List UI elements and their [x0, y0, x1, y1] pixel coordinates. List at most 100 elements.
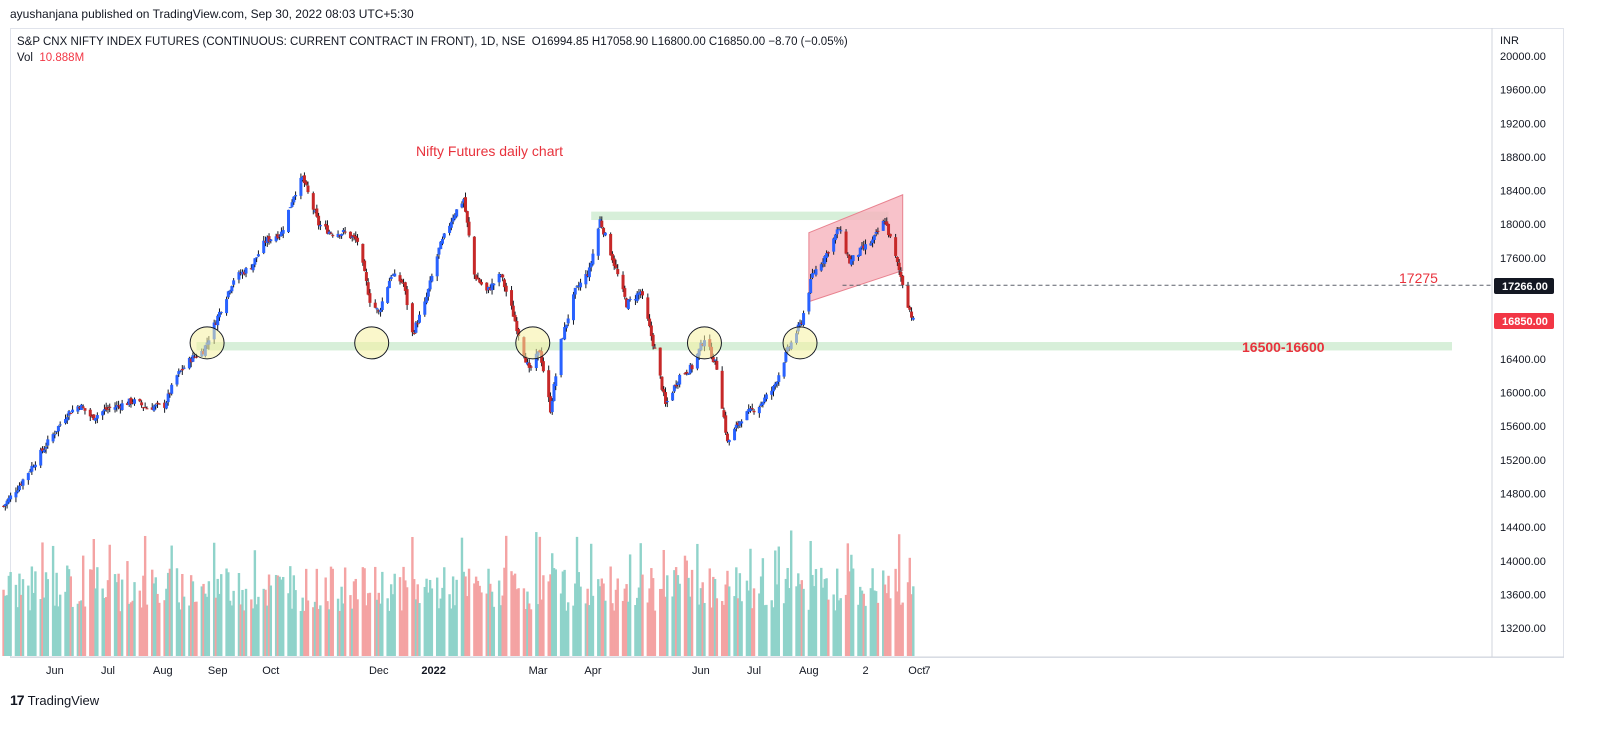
candle-body — [547, 370, 551, 398]
volume-bar — [253, 550, 257, 656]
candle-body — [662, 389, 666, 393]
candle-body — [894, 237, 898, 256]
candle-body — [414, 322, 418, 333]
candle-body — [566, 318, 570, 324]
candle-body — [51, 434, 55, 442]
candle-body — [175, 375, 179, 385]
candle-body — [16, 490, 20, 493]
volume-bar — [262, 588, 265, 656]
candle-body — [724, 415, 728, 433]
candle-body — [366, 282, 370, 295]
candle-body — [775, 381, 779, 385]
volume-bar — [319, 605, 322, 656]
candle-body — [264, 241, 267, 243]
candle-body — [633, 299, 637, 301]
candle-body — [42, 449, 46, 453]
volume-bar — [105, 597, 108, 656]
ohlc-values: O16994.85 H17058.90 L16800.00 C16850.00 … — [531, 36, 848, 48]
volume-bar — [789, 530, 793, 656]
candle-body — [179, 370, 183, 372]
volume-bar — [294, 590, 297, 656]
volume-bar — [377, 592, 380, 656]
candle-body — [313, 210, 317, 212]
candle-body — [101, 411, 105, 416]
candle-body — [338, 235, 342, 237]
candle-body — [748, 408, 752, 412]
volume-bar — [720, 601, 724, 656]
price-tick-label: 19600.00 — [1500, 85, 1546, 97]
candle-body — [674, 384, 678, 387]
volume-bar — [775, 584, 779, 656]
volume-bar — [366, 593, 370, 656]
tradingview-logo[interactable]: 17 TradingView — [10, 692, 99, 708]
support-touch-circle — [189, 326, 225, 360]
volume-bar — [90, 569, 94, 656]
candle-body — [387, 280, 391, 289]
candle-body — [375, 308, 379, 310]
candle-body — [515, 320, 519, 332]
volume-bar — [623, 588, 627, 656]
candle-body — [166, 393, 170, 403]
volume-bar — [418, 603, 421, 656]
price-tick-label: 17600.00 — [1500, 253, 1546, 265]
volume-bar — [191, 581, 195, 656]
volume-bar — [586, 588, 589, 656]
volume-bar — [589, 543, 593, 656]
volume-bar — [899, 604, 903, 656]
volume-row: Vol 10.888M — [17, 50, 848, 66]
candle-body — [849, 259, 853, 265]
volume-bar — [763, 605, 766, 656]
zones — [196, 194, 1453, 351]
volume-bar — [374, 566, 377, 656]
candle-body — [44, 447, 48, 449]
volume-bar — [103, 598, 106, 656]
candle-body — [761, 402, 765, 405]
volume-bar — [154, 577, 157, 656]
candle-body — [9, 495, 13, 500]
volume-bar — [250, 599, 253, 656]
volume-bar — [864, 605, 867, 656]
volume-bar — [604, 600, 607, 656]
volume-bar — [460, 537, 464, 656]
candle-body — [30, 465, 34, 472]
volume-bar — [678, 583, 681, 656]
candle-body — [71, 409, 75, 413]
candle-body — [639, 291, 643, 295]
volume-bar — [329, 566, 333, 656]
volume-bar — [646, 602, 650, 656]
candle-body — [240, 271, 244, 275]
volume-bar — [811, 574, 814, 656]
candle-body — [274, 236, 278, 242]
candle-body — [133, 399, 137, 404]
candle-body — [479, 281, 483, 285]
candle-body — [649, 325, 653, 337]
volume-bar — [205, 596, 209, 656]
price-tick-label: 14800.00 — [1500, 488, 1546, 500]
candle-body — [764, 394, 768, 400]
candle-body — [131, 402, 135, 404]
candle-body — [770, 390, 774, 395]
time-tick-label: 2022 — [421, 665, 445, 677]
volume-bar — [722, 604, 726, 656]
candle-body — [393, 273, 397, 277]
volume-bar — [220, 574, 223, 656]
candle-body — [501, 274, 505, 278]
candle-body — [191, 355, 195, 362]
symbol-row: S&P CNX NIFTY INDEX FUTURES (CONTINUOUS:… — [17, 34, 848, 50]
candle-body — [292, 196, 296, 203]
candle-body — [140, 402, 144, 406]
candle-body — [26, 473, 30, 481]
volume-bar — [862, 593, 865, 656]
last-price-label: 16850.00 — [1502, 316, 1548, 328]
volume-bar — [637, 587, 641, 656]
volume-bar — [795, 586, 798, 656]
volume-bar — [538, 536, 542, 656]
volume-bar — [575, 536, 579, 656]
volume-bar — [598, 586, 602, 656]
volume-bar — [685, 560, 688, 656]
support-touch-circle — [354, 326, 390, 360]
volume-bar — [212, 542, 216, 656]
volume-bar — [860, 590, 864, 656]
candle-body — [228, 290, 232, 293]
